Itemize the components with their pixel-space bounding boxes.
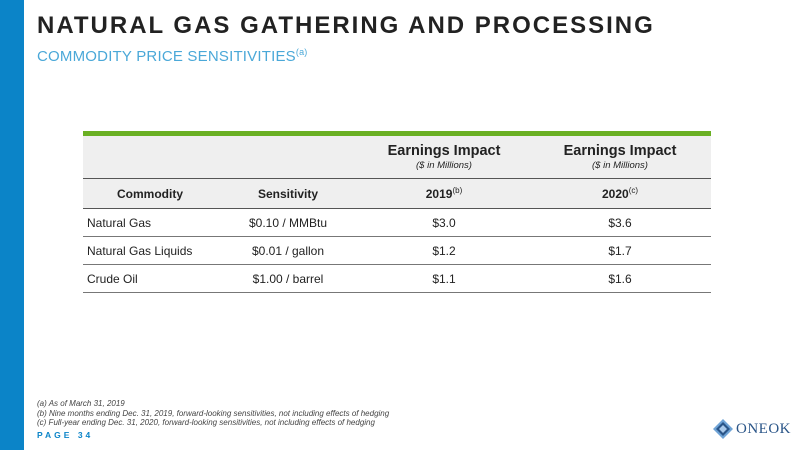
empty-header-cell <box>83 136 217 179</box>
table-group-header-row: Earnings Impact ($ in Millions) Earnings… <box>83 136 711 179</box>
page-title: NATURAL GAS GATHERING AND PROCESSING <box>37 12 655 39</box>
earnings-impact-header-2020: Earnings Impact ($ in Millions) <box>529 136 711 179</box>
earnings-impact-label: Earnings Impact <box>563 142 677 159</box>
commodity-cell: Crude Oil <box>83 264 217 293</box>
impact-2019-cell: $3.0 <box>359 208 529 237</box>
column-header-sensitivity: Sensitivity <box>217 178 359 209</box>
footnote-marker-c: (c) <box>628 186 639 195</box>
sensitivity-cell: $1.00 / barrel <box>217 264 359 293</box>
earnings-impact-units: ($ in Millions) <box>592 159 648 171</box>
impact-2020-cell: $3.6 <box>529 208 711 237</box>
oneok-logo-text: ONEOK <box>736 421 791 437</box>
left-accent-bar <box>0 0 24 450</box>
column-header-2019: 2019(b) <box>359 178 529 209</box>
footnote-b: (b) Nine months ending Dec. 31, 2019, fo… <box>37 408 390 418</box>
page-number: PAGE 34 <box>37 430 94 440</box>
column-header-commodity: Commodity <box>83 178 217 209</box>
subtitle-footnote-marker: (a) <box>295 47 308 57</box>
commodity-cell: Natural Gas Liquids <box>83 236 217 265</box>
impact-2019-cell: $1.1 <box>359 264 529 293</box>
sensitivity-cell: $0.01 / gallon <box>217 236 359 265</box>
table-row: Natural Gas Liquids $0.01 / gallon $1.2 … <box>83 236 711 265</box>
impact-2020-cell: $1.7 <box>529 236 711 265</box>
impact-2019-cell: $1.2 <box>359 236 529 265</box>
table-top-rule <box>83 131 711 136</box>
table-column-header-row: Commodity Sensitivity 2019(b) 2020(c) <box>83 178 711 209</box>
earnings-impact-header-2019: Earnings Impact ($ in Millions) <box>359 136 529 179</box>
subtitle-text: COMMODITY PRICE SENSITIVITIES <box>37 48 296 65</box>
table-row: Crude Oil $1.00 / barrel $1.1 $1.6 <box>83 264 711 293</box>
footnote-a: (a) As of March 31, 2019 <box>37 399 125 408</box>
earnings-impact-units: ($ in Millions) <box>416 159 472 171</box>
oneok-logo: ONEOK <box>713 417 795 441</box>
sensitivity-cell: $0.10 / MMBtu <box>217 208 359 237</box>
footnote-c: (c) Full-year ending Dec. 31, 2020, forw… <box>37 418 375 427</box>
oneok-logo-mark-icon <box>713 419 733 439</box>
page-subtitle: COMMODITY PRICE SENSITIVITIES(a) <box>37 47 308 65</box>
table-row: Natural Gas $0.10 / MMBtu $3.0 $3.6 <box>83 208 711 237</box>
earnings-impact-label: Earnings Impact <box>387 142 501 159</box>
empty-header-cell <box>217 136 359 179</box>
impact-2020-cell: $1.6 <box>529 264 711 293</box>
sensitivity-table: Earnings Impact ($ in Millions) Earnings… <box>83 136 711 293</box>
column-header-2020: 2020(c) <box>529 178 711 209</box>
commodity-cell: Natural Gas <box>83 208 217 237</box>
footnote-marker-b: (b) <box>452 186 463 195</box>
footnotes: (a) As of March 31, 2019 (b) Nine months… <box>37 399 389 428</box>
